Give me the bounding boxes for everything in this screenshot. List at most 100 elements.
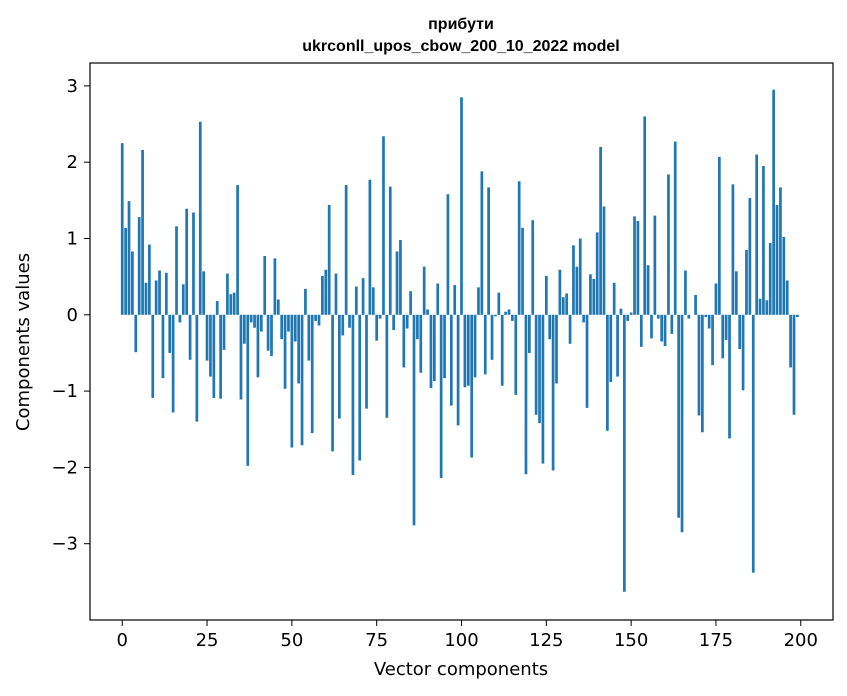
bar-63 bbox=[334, 273, 338, 315]
bar-76 bbox=[378, 314, 382, 319]
bar-140 bbox=[595, 232, 599, 315]
bar-164 bbox=[677, 314, 680, 518]
bar-14 bbox=[168, 314, 172, 353]
bar-68 bbox=[351, 314, 355, 476]
bar-48 bbox=[283, 314, 287, 389]
bar-77 bbox=[382, 136, 385, 315]
y-tick-label: 3 bbox=[67, 76, 78, 97]
bar-171 bbox=[701, 314, 704, 433]
y-tick-label: −2 bbox=[51, 457, 78, 478]
bar-69 bbox=[354, 286, 358, 315]
bar-101 bbox=[463, 314, 467, 388]
bar-137 bbox=[585, 314, 589, 408]
bar-series bbox=[120, 89, 799, 592]
bar-88 bbox=[419, 314, 423, 373]
bar-23 bbox=[198, 121, 202, 315]
bar-142 bbox=[602, 206, 606, 315]
bar-188 bbox=[758, 298, 762, 315]
bar-98 bbox=[453, 285, 457, 315]
bar-91 bbox=[429, 314, 433, 389]
bar-131 bbox=[565, 293, 569, 315]
bar-125 bbox=[544, 275, 548, 315]
bar-116 bbox=[514, 314, 518, 395]
plot-area-frame bbox=[89, 62, 834, 621]
bar-144 bbox=[609, 314, 613, 382]
bar-30 bbox=[222, 314, 226, 350]
bar-186 bbox=[751, 314, 755, 573]
bar-181 bbox=[734, 271, 738, 315]
bar-60 bbox=[324, 269, 328, 315]
bar-84 bbox=[405, 314, 409, 329]
bar-75 bbox=[375, 314, 379, 341]
bar-53 bbox=[300, 314, 304, 446]
y-axis-label: Components values bbox=[13, 253, 34, 431]
bar-92 bbox=[433, 314, 436, 382]
bar-20 bbox=[188, 314, 192, 360]
bar-82 bbox=[399, 240, 402, 315]
bar-195 bbox=[782, 236, 786, 315]
bar-8 bbox=[148, 244, 151, 315]
bar-40 bbox=[256, 314, 260, 378]
bar-87 bbox=[416, 314, 419, 340]
bar-112 bbox=[500, 314, 504, 386]
bar-119 bbox=[524, 314, 528, 475]
bar-93 bbox=[436, 283, 440, 315]
bar-152 bbox=[636, 220, 640, 315]
bar-103 bbox=[470, 314, 474, 458]
bar-64 bbox=[338, 314, 341, 419]
bar-59 bbox=[321, 275, 324, 315]
bar-187 bbox=[755, 154, 759, 315]
bar-115 bbox=[511, 314, 514, 321]
bar-13 bbox=[164, 272, 168, 315]
bar-58 bbox=[317, 314, 321, 326]
bar-136 bbox=[582, 314, 585, 323]
bar-190 bbox=[765, 300, 769, 315]
bar-191 bbox=[768, 243, 772, 315]
bar-162 bbox=[670, 314, 674, 334]
y-tick-label: 1 bbox=[67, 228, 78, 249]
bar-24 bbox=[202, 271, 206, 315]
bar-65 bbox=[341, 314, 345, 336]
bar-86 bbox=[412, 314, 416, 526]
bar-3 bbox=[131, 251, 134, 315]
bar-41 bbox=[259, 314, 263, 332]
bar-80 bbox=[392, 314, 395, 331]
bar-47 bbox=[280, 314, 284, 340]
bar-132 bbox=[568, 314, 572, 344]
bar-46 bbox=[276, 299, 280, 315]
bar-39 bbox=[253, 314, 256, 328]
bar-160 bbox=[663, 314, 667, 347]
bar-4 bbox=[134, 314, 138, 353]
bar-11 bbox=[158, 270, 161, 315]
bar-174 bbox=[711, 314, 714, 366]
bar-192 bbox=[772, 89, 775, 315]
bar-180 bbox=[731, 184, 735, 315]
bar-32 bbox=[229, 294, 233, 315]
bar-198 bbox=[792, 314, 796, 415]
bar-138 bbox=[589, 274, 592, 315]
bar-96 bbox=[446, 194, 450, 315]
bar-149 bbox=[626, 314, 630, 321]
bar-38 bbox=[249, 314, 253, 323]
bar-85 bbox=[409, 291, 412, 315]
bar-148 bbox=[622, 314, 626, 592]
bar-175 bbox=[714, 283, 718, 315]
bar-71 bbox=[361, 278, 365, 315]
bar-110 bbox=[494, 314, 497, 317]
bar-147 bbox=[619, 308, 623, 315]
bar-113 bbox=[504, 311, 507, 315]
bar-19 bbox=[185, 208, 189, 315]
bar-99 bbox=[456, 314, 460, 426]
bar-52 bbox=[297, 314, 300, 384]
bar-121 bbox=[531, 220, 535, 315]
bar-105 bbox=[477, 287, 480, 315]
bar-194 bbox=[779, 187, 782, 315]
x-tick-label: 200 bbox=[784, 630, 818, 651]
bar-62 bbox=[331, 314, 334, 452]
bar-170 bbox=[697, 314, 701, 416]
bar-36 bbox=[243, 314, 246, 344]
x-tick-label: 100 bbox=[444, 630, 478, 651]
x-tick-label: 150 bbox=[614, 630, 648, 651]
bar-95 bbox=[443, 314, 446, 379]
